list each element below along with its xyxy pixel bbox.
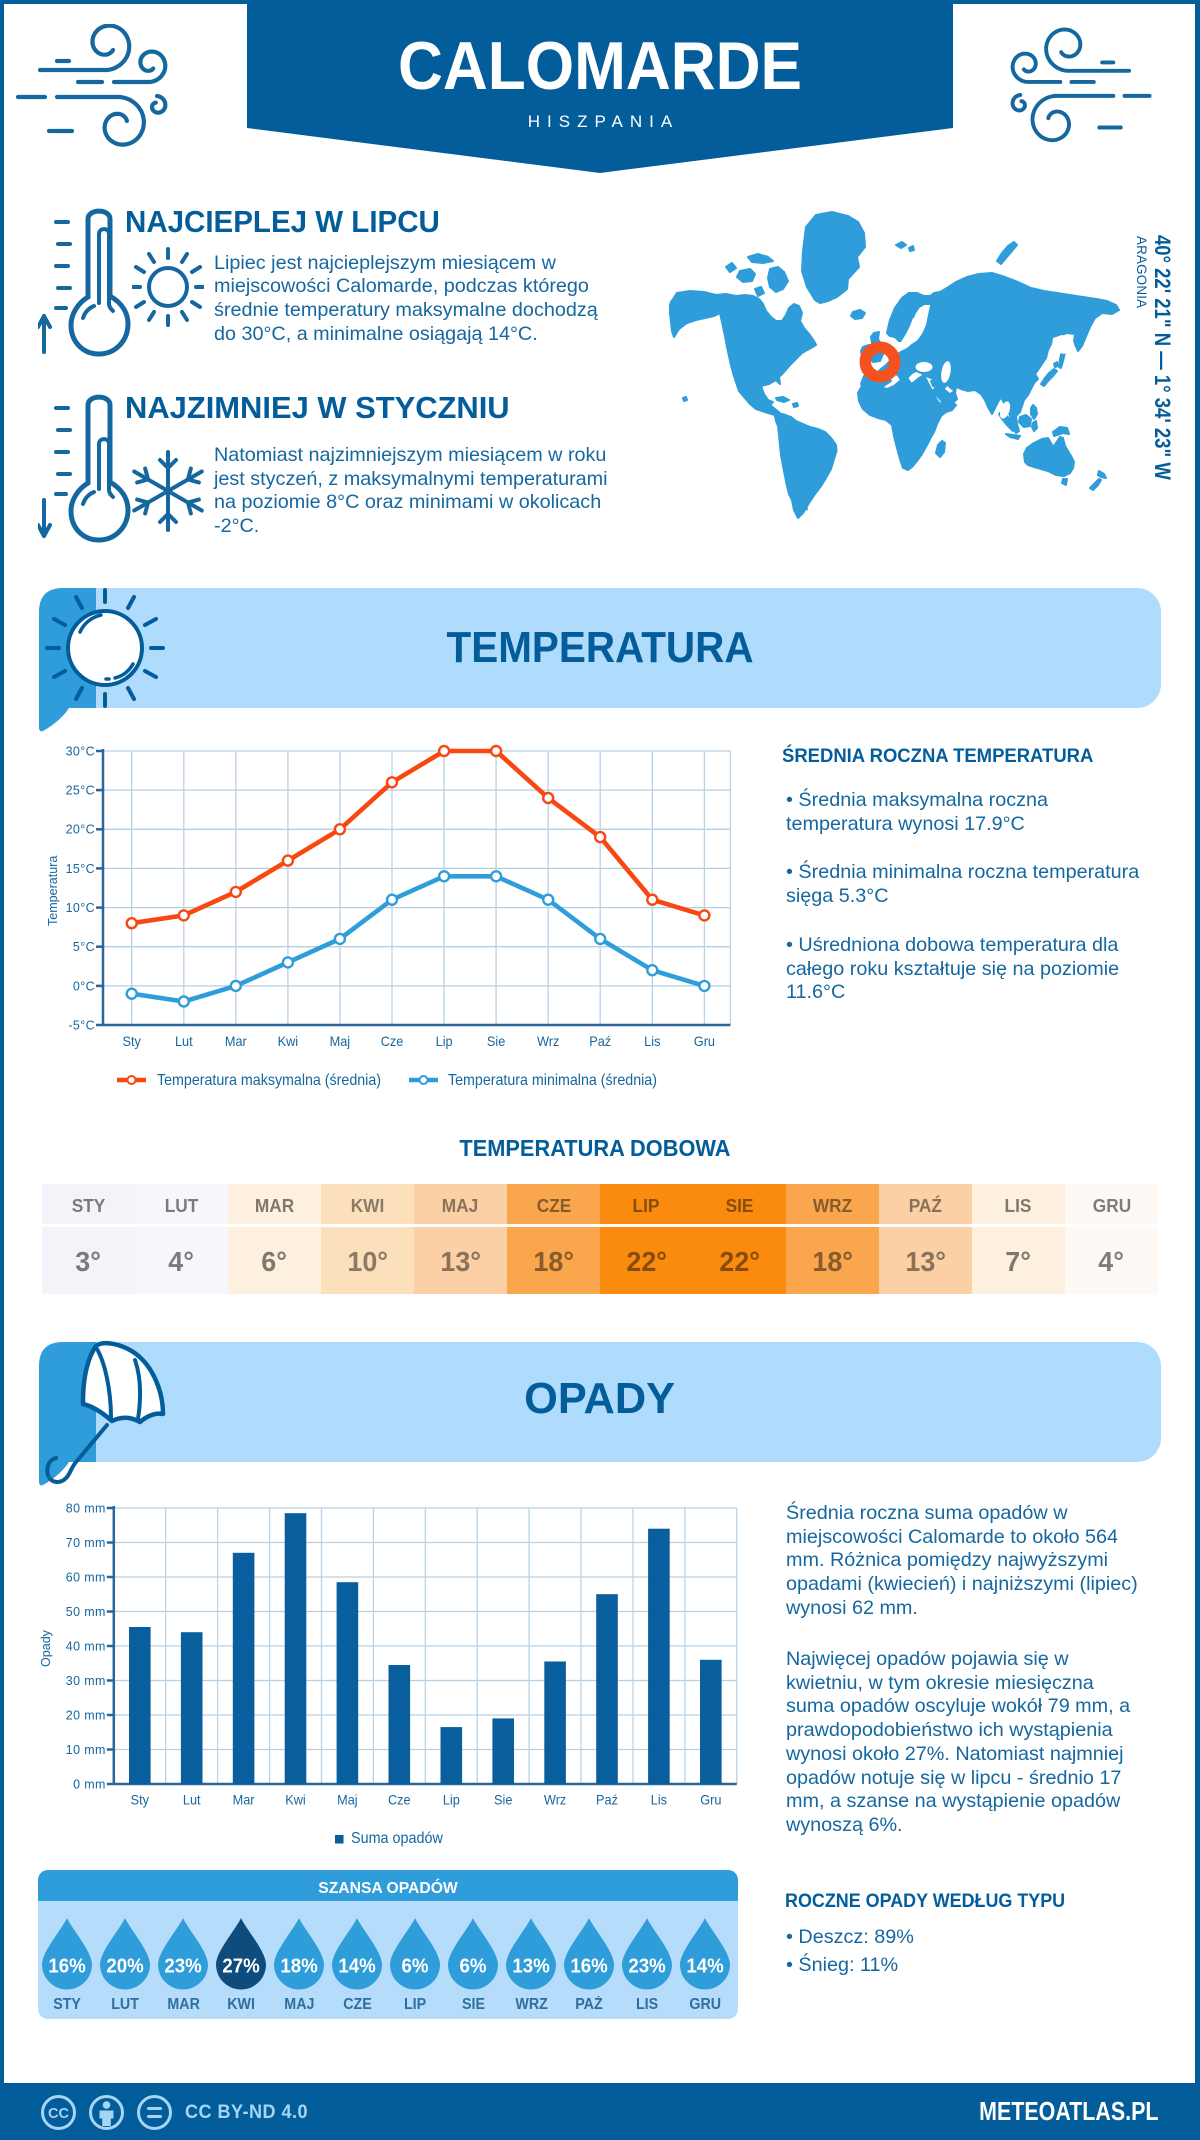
svg-text:23%: 23%	[165, 1955, 202, 1978]
svg-text:16%: 16%	[571, 1955, 608, 1978]
svg-text:-5°C: -5°C	[68, 1018, 95, 1032]
svg-text:Sie: Sie	[487, 1034, 505, 1049]
svg-text:Gru: Gru	[694, 1034, 715, 1049]
svg-text:Wrz: Wrz	[537, 1034, 559, 1049]
svg-text:50 mm: 50 mm	[66, 1605, 106, 1619]
svg-text:60 mm: 60 mm	[66, 1570, 106, 1584]
svg-text:23%: 23%	[629, 1955, 666, 1978]
svg-text:0 mm: 0 mm	[73, 1777, 106, 1791]
svg-text:Temperatura minimalna (średnia: Temperatura minimalna (średnia)	[448, 1073, 657, 1090]
svg-text:Mar: Mar	[233, 1792, 256, 1807]
svg-text:14%: 14%	[687, 1955, 724, 1978]
svg-text:10 mm: 10 mm	[66, 1743, 106, 1757]
svg-text:70 mm: 70 mm	[66, 1536, 106, 1550]
svg-text:6%: 6%	[402, 1955, 429, 1978]
svg-text:20°C: 20°C	[66, 823, 95, 837]
svg-text:Suma opadów: Suma opadów	[351, 1829, 443, 1847]
svg-text:10°C: 10°C	[66, 901, 95, 915]
svg-text:30°C: 30°C	[66, 744, 95, 758]
svg-text:40 mm: 40 mm	[66, 1639, 106, 1653]
svg-text:14%: 14%	[339, 1955, 376, 1978]
svg-text:Mar: Mar	[225, 1034, 248, 1049]
svg-text:5°C: 5°C	[73, 940, 95, 954]
svg-text:Kwi: Kwi	[278, 1034, 299, 1049]
svg-text:20 mm: 20 mm	[66, 1708, 106, 1722]
svg-text:Lip: Lip	[443, 1792, 460, 1807]
svg-text:15°C: 15°C	[66, 862, 95, 876]
svg-text:Lip: Lip	[436, 1034, 453, 1049]
svg-text:80 mm: 80 mm	[66, 1501, 106, 1515]
svg-text:30 mm: 30 mm	[66, 1674, 106, 1688]
svg-text:Paź: Paź	[589, 1034, 611, 1049]
svg-text:Temperatura: Temperatura	[45, 855, 60, 926]
svg-text:Sty: Sty	[123, 1034, 142, 1049]
svg-text:6%: 6%	[460, 1955, 487, 1978]
svg-text:16%: 16%	[49, 1955, 86, 1978]
svg-text:CC: CC	[48, 2106, 69, 2122]
svg-text:0°C: 0°C	[73, 979, 95, 993]
svg-text:Lut: Lut	[183, 1792, 201, 1807]
svg-text:Lis: Lis	[651, 1792, 668, 1807]
svg-text:20%: 20%	[107, 1955, 144, 1978]
svg-text:Opady: Opady	[38, 1629, 53, 1666]
svg-text:Maj: Maj	[337, 1792, 358, 1807]
svg-text:Lut: Lut	[175, 1034, 193, 1049]
svg-text:27%: 27%	[223, 1955, 260, 1978]
svg-text:Cze: Cze	[388, 1792, 411, 1807]
svg-text:Wrz: Wrz	[544, 1792, 566, 1807]
svg-text:Sie: Sie	[494, 1792, 512, 1807]
svg-text:Sty: Sty	[131, 1792, 150, 1807]
svg-text:13%: 13%	[513, 1955, 550, 1978]
svg-text:Maj: Maj	[330, 1034, 351, 1049]
svg-text:Cze: Cze	[381, 1034, 404, 1049]
svg-text:25°C: 25°C	[66, 783, 95, 797]
svg-text:Lis: Lis	[644, 1034, 661, 1049]
svg-text:Paź: Paź	[596, 1792, 618, 1807]
svg-text:Temperatura maksymalna (średni: Temperatura maksymalna (średnia)	[157, 1073, 381, 1090]
svg-text:18%: 18%	[281, 1955, 318, 1978]
svg-text:Kwi: Kwi	[285, 1792, 306, 1807]
svg-text:Gru: Gru	[700, 1792, 721, 1807]
